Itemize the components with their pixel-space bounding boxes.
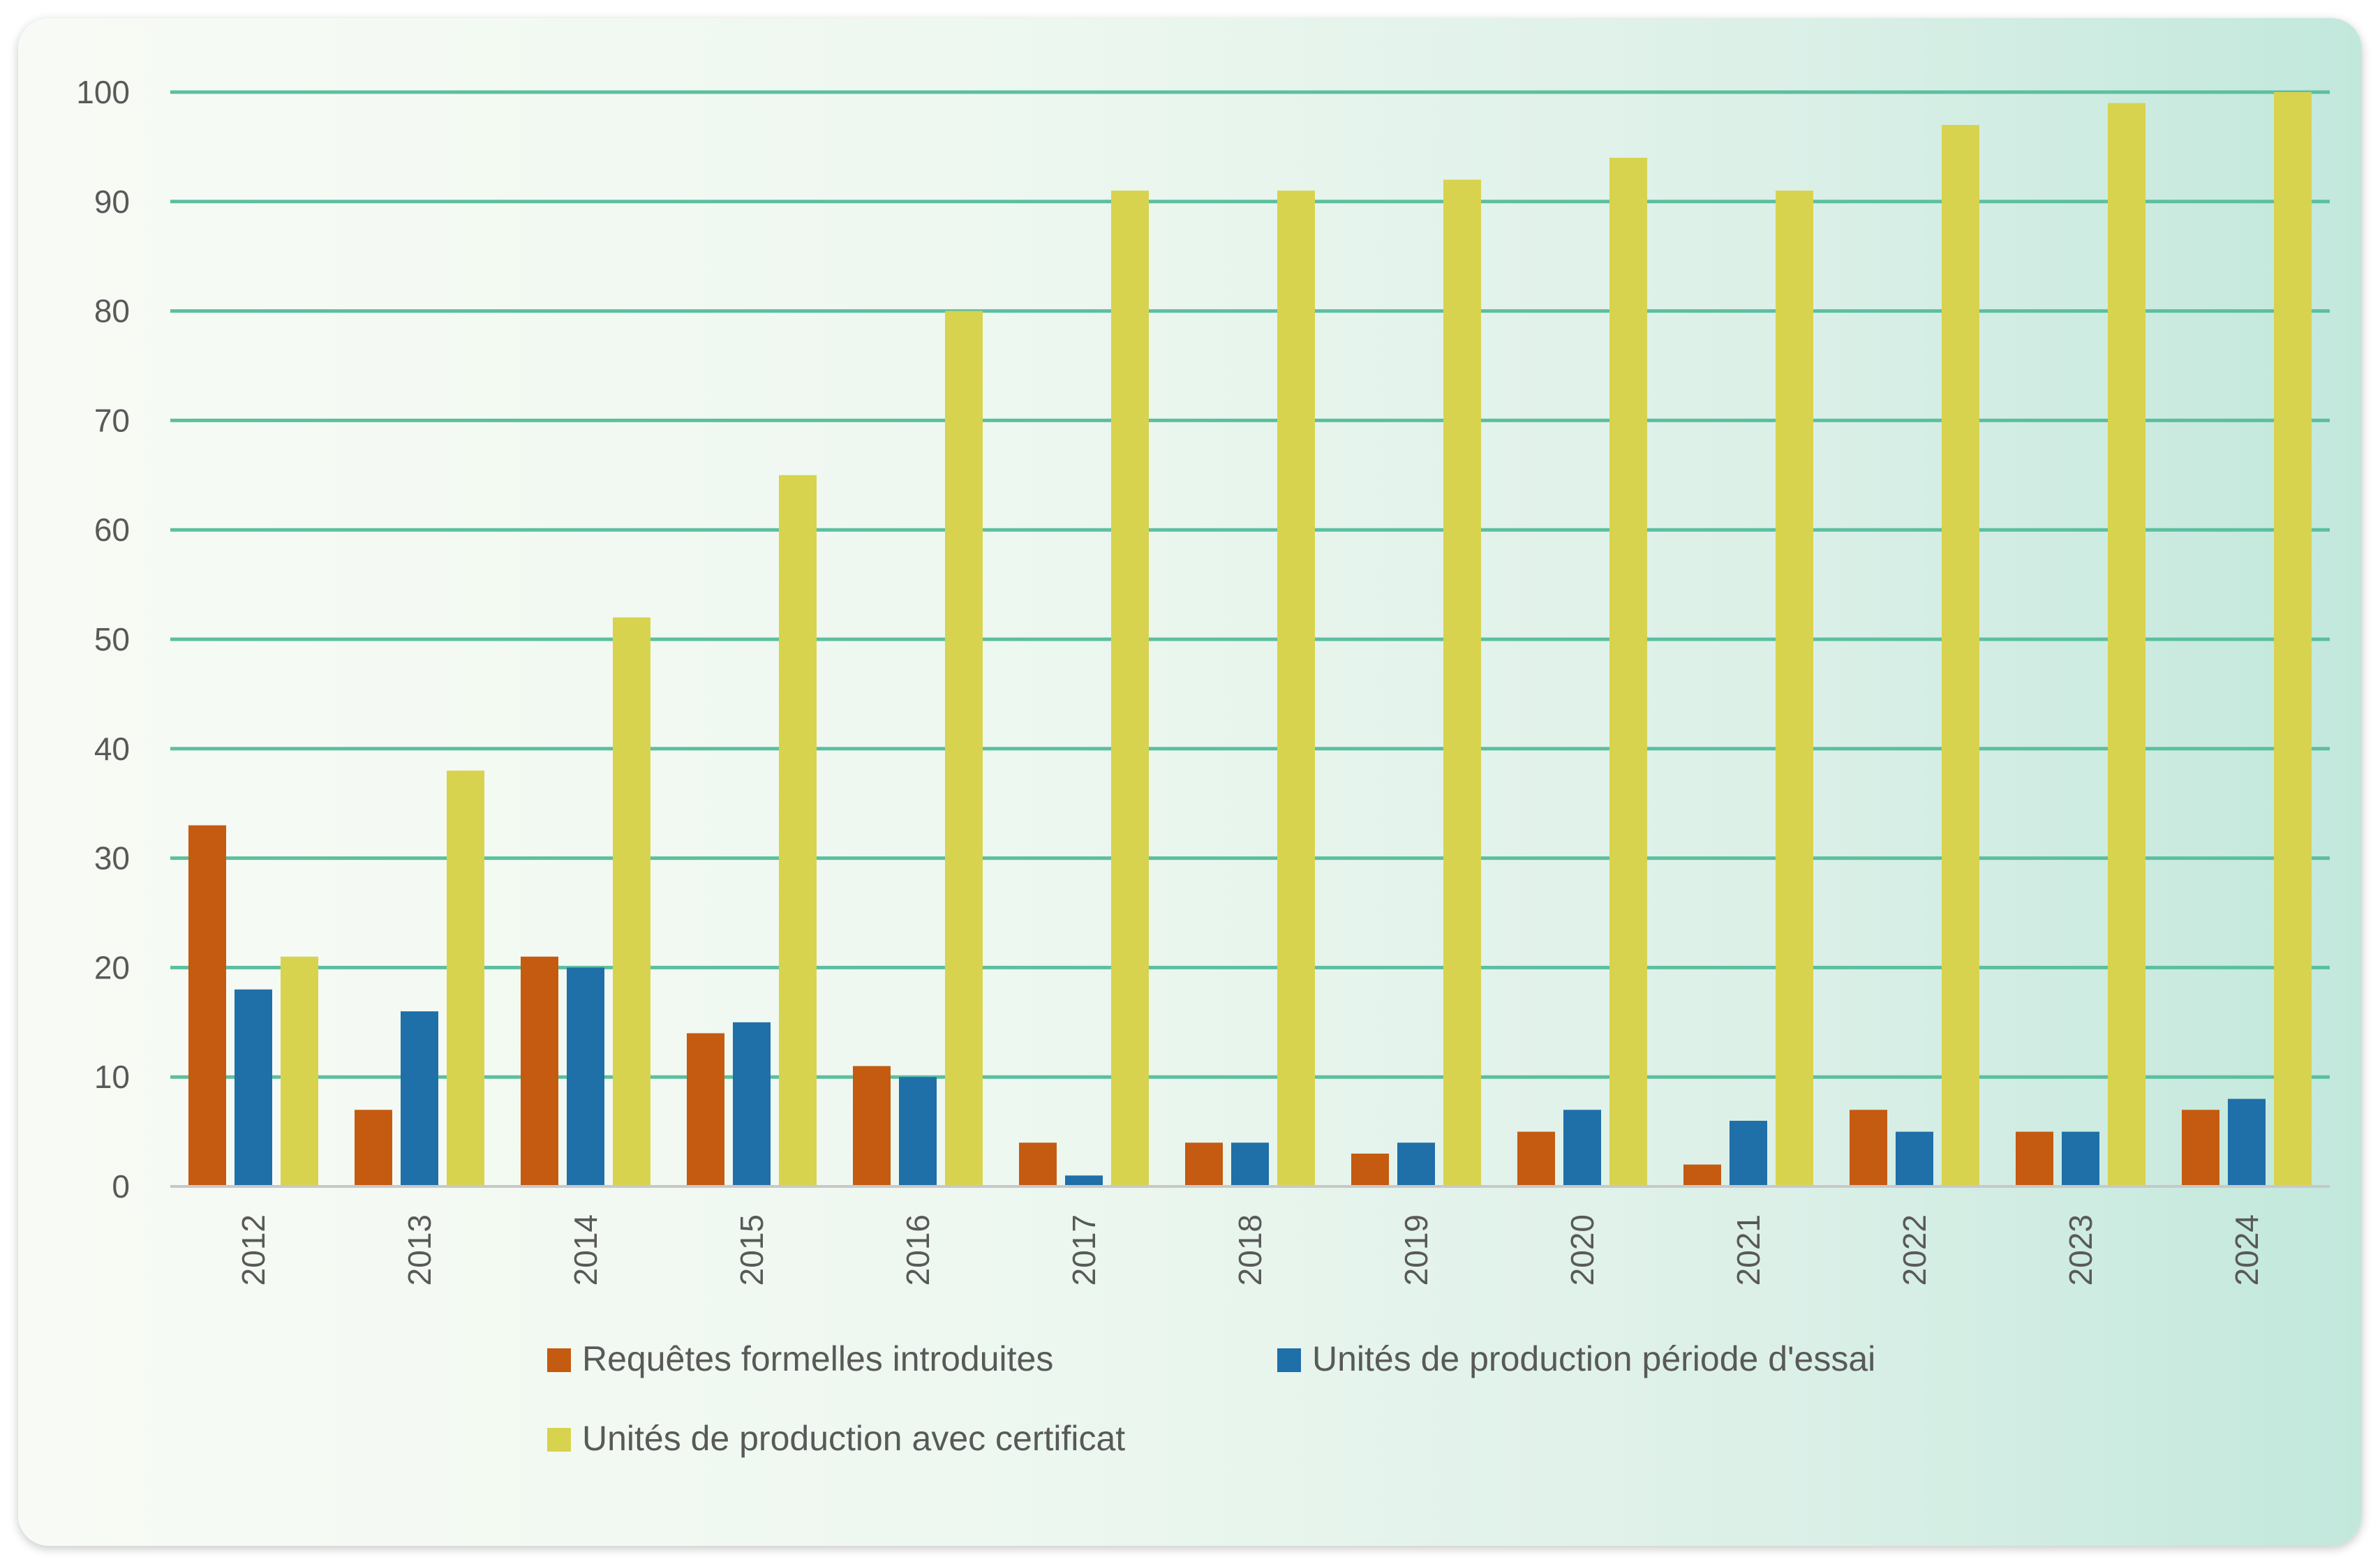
x-tick-label: 2022 — [1896, 1214, 1933, 1286]
bar-2-2013 — [401, 1011, 438, 1186]
bar-2-2020 — [1563, 1110, 1601, 1186]
legend-swatch-3 — [547, 1428, 571, 1452]
bar-1-2012 — [188, 825, 226, 1186]
bar-2-2021 — [1730, 1120, 1767, 1186]
y-tick-label: 80 — [94, 293, 130, 329]
x-tick-label: 2023 — [2062, 1214, 2099, 1286]
bar-2-2014 — [567, 967, 604, 1186]
chart-card: 0 10 20 30 40 50 60 70 80 90 100 2012 2013 2014 2015 2… — [18, 18, 2362, 1546]
bar-1-2019 — [1351, 1153, 1389, 1186]
y-tick-label: 100 — [76, 74, 130, 110]
bar-1-2020 — [1517, 1131, 1555, 1186]
x-tick-label: 2015 — [734, 1214, 770, 1286]
gridlines — [170, 90, 2330, 1079]
bar-2-2012 — [235, 989, 272, 1186]
x-tick-label: 2020 — [1564, 1214, 1600, 1286]
bar-3-2020 — [1609, 158, 1647, 1187]
x-tick-label: 2013 — [401, 1214, 438, 1286]
x-axis-ticks: 2012 2013 2014 2015 2016 2017 2018 2019 2020 2021… — [235, 1214, 2265, 1286]
y-tick-label: 50 — [94, 621, 130, 657]
bar-3-2018 — [1277, 191, 1315, 1186]
bar-1-2021 — [1683, 1164, 1721, 1186]
bar-2-2024 — [2228, 1098, 2266, 1186]
y-tick-label: 20 — [94, 949, 130, 985]
legend: Requêtes formelles introduites Unités de … — [547, 1339, 1875, 1458]
bars — [188, 92, 2312, 1187]
x-tick-label: 2021 — [1730, 1214, 1767, 1286]
bar-3-2015 — [779, 475, 817, 1186]
legend-label-1: Requêtes formelles introduites — [582, 1339, 1053, 1378]
bar-3-2022 — [1942, 125, 1979, 1186]
legend-swatch-2 — [1277, 1348, 1301, 1372]
y-tick-label: 40 — [94, 731, 130, 767]
bar-3-2023 — [2108, 103, 2145, 1187]
y-tick-label: 30 — [94, 840, 130, 877]
legend-label-3: Unités de production avec certificat — [582, 1419, 1125, 1458]
bar-2-2023 — [2062, 1131, 2099, 1186]
bar-3-2012 — [281, 956, 318, 1186]
bar-2-2016 — [899, 1077, 937, 1186]
bar-2-2019 — [1397, 1142, 1435, 1186]
bar-3-2019 — [1443, 179, 1481, 1187]
bar-3-2013 — [447, 770, 484, 1186]
bar-1-2024 — [2182, 1110, 2219, 1186]
bar-1-2015 — [687, 1033, 724, 1186]
y-tick-label: 10 — [94, 1059, 130, 1095]
x-tick-label: 2024 — [2229, 1214, 2265, 1286]
x-tick-label: 2012 — [235, 1214, 272, 1286]
legend-swatch-1 — [547, 1348, 571, 1372]
bar-3-2017 — [1111, 191, 1149, 1186]
y-tick-label: 0 — [112, 1168, 130, 1205]
bar-1-2013 — [355, 1110, 392, 1186]
x-tick-label: 2018 — [1232, 1214, 1268, 1286]
y-tick-label: 60 — [94, 512, 130, 548]
x-tick-label: 2014 — [567, 1214, 604, 1286]
bar-1-2018 — [1185, 1142, 1223, 1186]
y-axis-ticks: 0 10 20 30 40 50 60 70 80 90 100 — [76, 74, 130, 1205]
bar-1-2014 — [521, 956, 558, 1186]
y-tick-label: 90 — [94, 184, 130, 220]
bar-1-2022 — [1850, 1110, 1887, 1186]
legend-label-2: Unités de production période d'essai — [1312, 1339, 1875, 1378]
bar-3-2024 — [2274, 92, 2312, 1186]
bar-2-2015 — [733, 1022, 771, 1186]
y-tick-label: 70 — [94, 402, 130, 438]
bar-2-2018 — [1231, 1142, 1269, 1186]
bar-3-2016 — [945, 311, 983, 1187]
bar-1-2017 — [1019, 1142, 1057, 1186]
bar-1-2016 — [853, 1066, 891, 1186]
x-tick-label: 2019 — [1398, 1214, 1434, 1286]
bar-3-2021 — [1776, 191, 1813, 1186]
bar-2-2017 — [1065, 1175, 1103, 1186]
x-tick-label: 2016 — [900, 1214, 936, 1286]
bar-3-2014 — [613, 617, 650, 1186]
bar-2-2022 — [1896, 1131, 1933, 1186]
bar-1-2023 — [2016, 1131, 2053, 1186]
x-tick-label: 2017 — [1066, 1214, 1102, 1286]
